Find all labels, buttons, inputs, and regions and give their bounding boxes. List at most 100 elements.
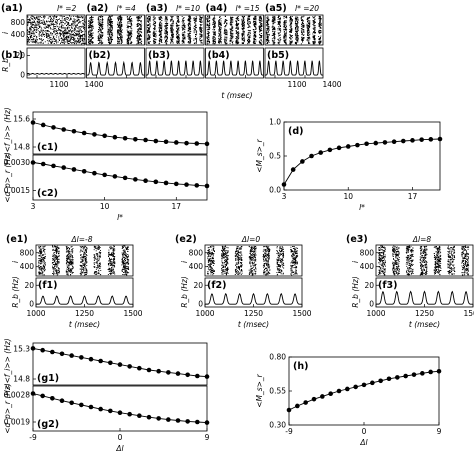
y-tick-label: 15.6 (13, 115, 30, 124)
data-point (61, 165, 67, 170)
panel-label: (e3) (346, 234, 368, 245)
x-tick-label: -9 (285, 427, 293, 436)
panel-label: (c1) (37, 142, 58, 153)
x-tick-label: 10 (100, 202, 110, 211)
x-tick-label: 9 (205, 433, 210, 442)
data-line (283, 138, 441, 185)
data-point (117, 410, 123, 416)
raster-frame (204, 244, 303, 277)
raster-spikes (207, 245, 299, 276)
data-point (137, 365, 142, 371)
raster-spikes (146, 15, 203, 45)
rate-y-tick-label: 20 (364, 281, 374, 290)
panel-label: (h) (293, 361, 308, 372)
x-tick-label: 1400 (322, 80, 341, 89)
raster-spikes (265, 15, 322, 45)
panel-label: (e2) (175, 234, 197, 245)
data-point (428, 369, 433, 375)
raster-frame (205, 14, 264, 46)
raster-panel-e1 (38, 245, 130, 276)
raster-frame (375, 244, 474, 277)
x-axis-label: Δl (115, 444, 124, 453)
raster-panel-e3 (378, 245, 470, 276)
y-tick-label: 1.0 (269, 118, 281, 127)
rate-curve (205, 60, 264, 76)
data-point (410, 138, 415, 143)
rate-y-tick-label: 20 (193, 281, 203, 290)
data-point (102, 133, 107, 139)
data-point (71, 167, 77, 172)
panel-label: (c2) (37, 188, 58, 199)
rate-curve (26, 73, 86, 75)
y-axis-label: i (351, 260, 360, 263)
data-point (184, 140, 189, 146)
raster-frame (26, 14, 86, 46)
panel-label: (b4) (208, 50, 230, 61)
panel-label: (e1) (6, 234, 28, 245)
rate-y-tick-label: 20 (24, 281, 34, 290)
x-tick-label: 3 (282, 192, 287, 201)
data-point (112, 174, 118, 179)
x-axis-label: t (msec) (69, 320, 100, 329)
raster-y-tick-label: 800 (360, 248, 375, 257)
data-point (137, 413, 142, 419)
data-point (419, 137, 424, 142)
y-axis-label: <σ_p>_r (Hz) (3, 152, 12, 203)
x-tick-label: 3 (31, 202, 36, 211)
panel-title: l* =20 (295, 4, 319, 13)
data-point (133, 177, 138, 182)
data-point (117, 362, 123, 367)
panel-label: (b5) (267, 50, 289, 61)
raster-y-tick-label: 800 (189, 248, 204, 257)
data-point (69, 353, 74, 358)
rate-curve (205, 292, 302, 305)
data-point (386, 376, 392, 382)
data-line (32, 122, 208, 145)
data-point (143, 137, 148, 143)
raster-panel-e2 (207, 245, 299, 276)
x-axis-label: l* (359, 203, 365, 212)
panel-label: (g2) (37, 419, 59, 430)
panel-label: (a3) (146, 3, 168, 14)
raster-panel-1 (27, 15, 86, 45)
data-point (295, 403, 300, 409)
x-tick-label: 1000 (195, 309, 214, 318)
x-tick-label: 1000 (366, 309, 385, 318)
data-point (50, 349, 55, 355)
y-tick-label: 0.0019 (4, 418, 30, 427)
data-point (345, 144, 351, 149)
data-point (320, 394, 325, 399)
rate-y-tick-label: 20 (15, 51, 25, 60)
y-tick-label: 15.3 (13, 345, 30, 354)
raster-spikes (206, 15, 263, 45)
plot-frame (32, 342, 208, 386)
panel-label: (a4) (206, 3, 228, 14)
x-tick-label: 17 (172, 202, 182, 211)
data-point (61, 127, 67, 132)
x-tick-label: 17 (408, 192, 418, 201)
data-point (173, 181, 179, 187)
data-point (98, 358, 103, 364)
data-point (50, 396, 55, 401)
panel-label: (g1) (37, 373, 59, 384)
y-tick-label: 14.8 (13, 143, 30, 152)
rate-y-tick-label: 0 (20, 71, 25, 80)
data-point (156, 416, 161, 421)
raster-frame (264, 14, 324, 46)
data-point (420, 371, 425, 376)
data-point (153, 179, 159, 185)
data-point (81, 130, 87, 136)
data-point (40, 347, 45, 353)
data-point (400, 138, 406, 144)
data-point (185, 372, 190, 378)
panel-title: l* =15 (236, 4, 260, 13)
data-point (355, 142, 360, 148)
raster-y-tick-label: 400 (360, 262, 375, 271)
x-tick-label: 1500 (463, 309, 474, 318)
panel-label: (d) (288, 126, 303, 137)
data-point (40, 393, 45, 399)
panel-title: l* =2 (57, 4, 77, 13)
data-point (69, 400, 74, 406)
rate-y-tick-label: 0 (29, 300, 34, 309)
